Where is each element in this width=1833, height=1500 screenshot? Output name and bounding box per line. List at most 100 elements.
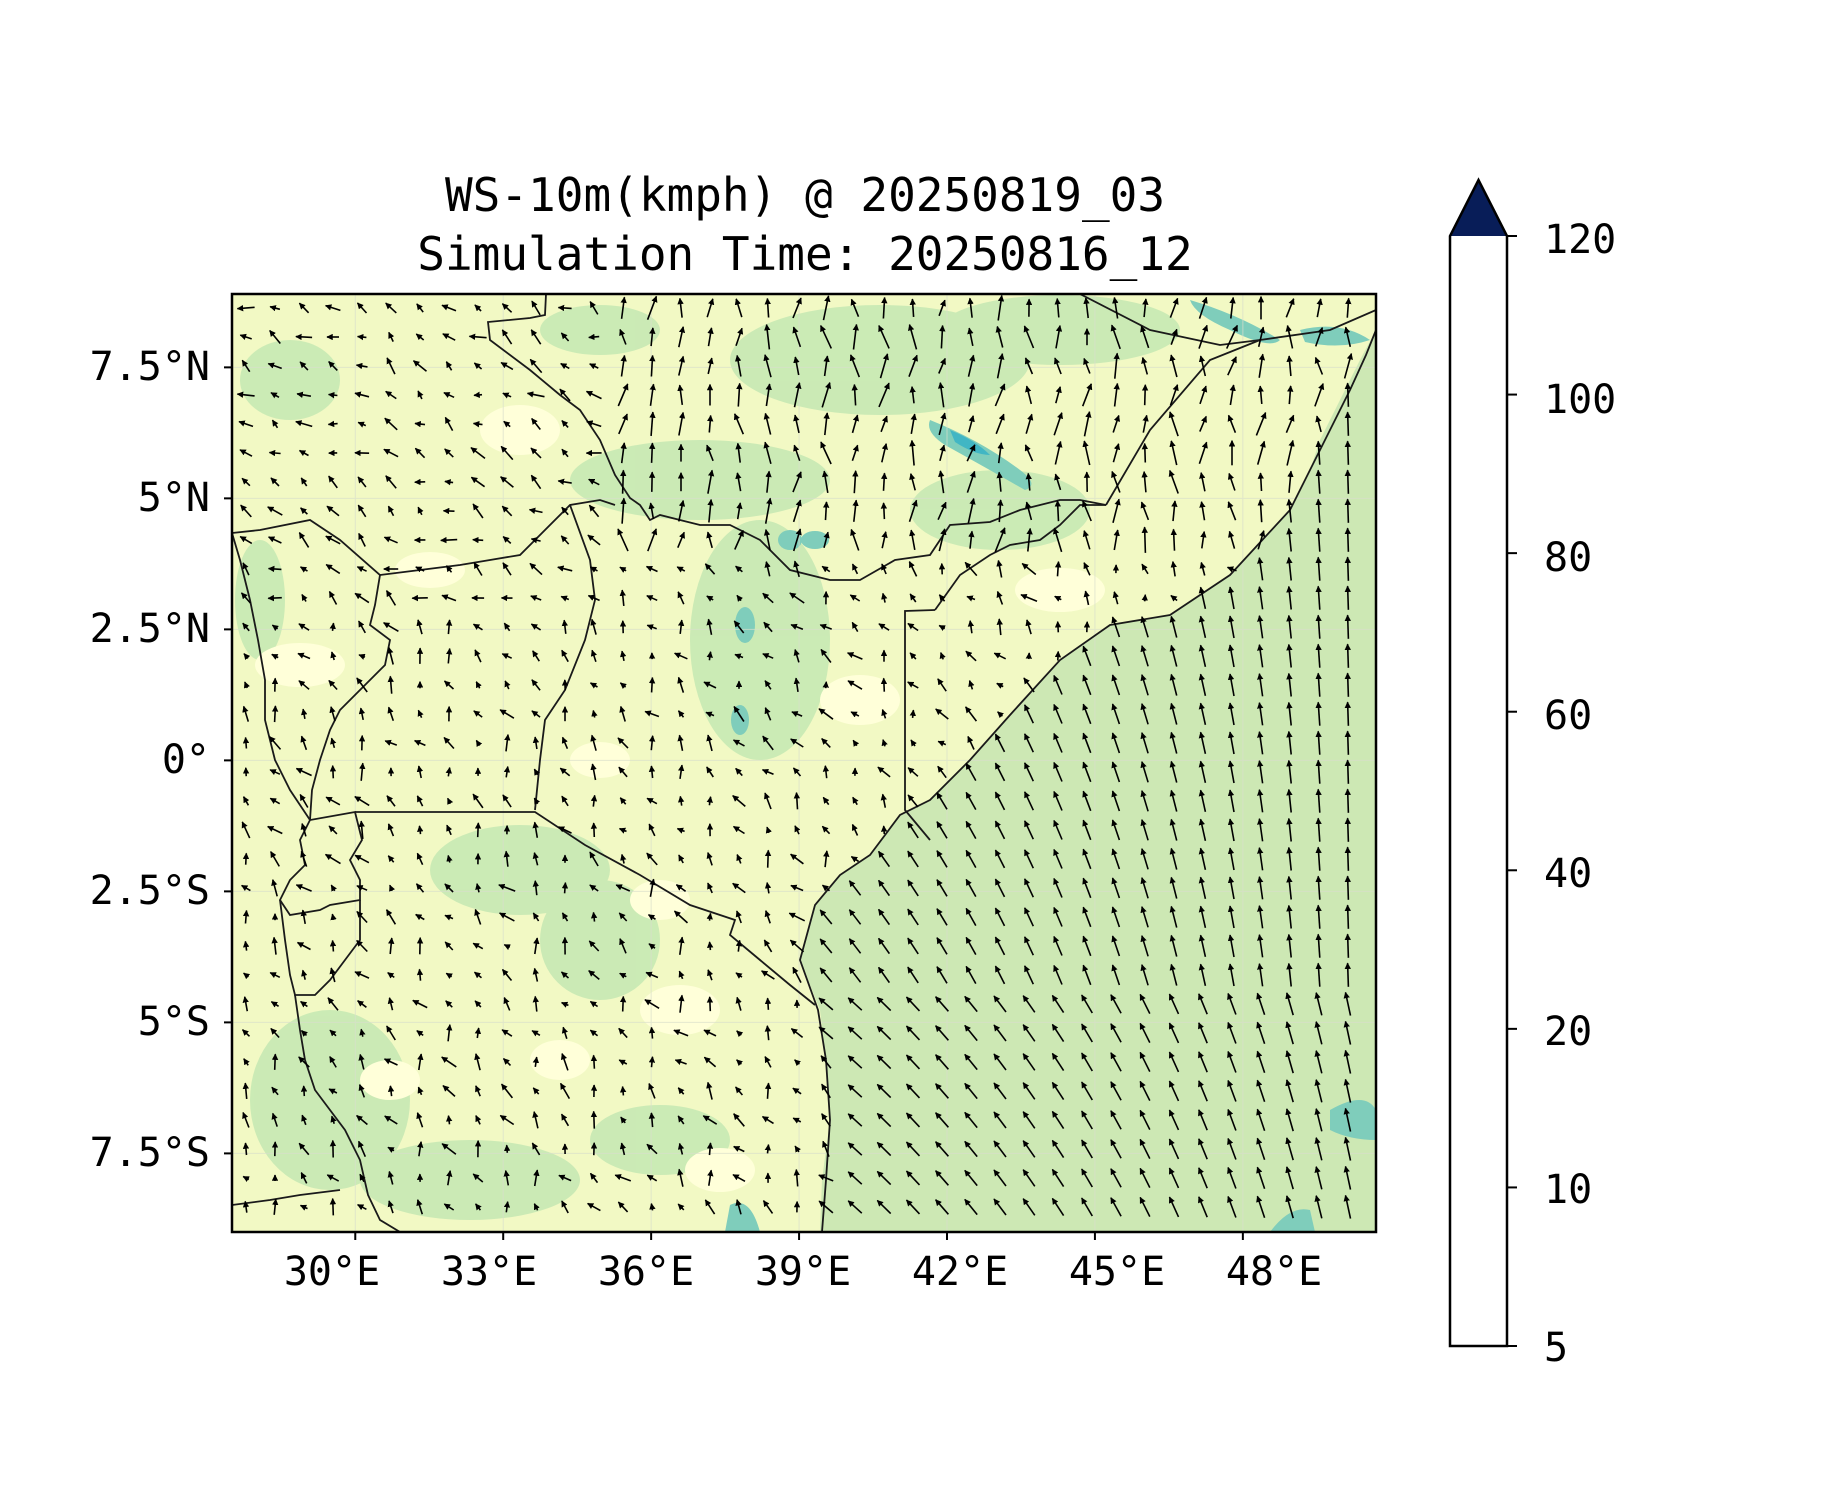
wind-arrow [1082,761,1092,783]
wind-arrow [590,822,598,838]
wind-arrow [677,734,684,751]
wind-arrow [503,420,511,428]
wind-arrow [271,705,279,723]
wind-arrow [1083,590,1090,606]
wind-arrow [765,383,772,407]
wind-arrow [905,1141,921,1157]
wind-arrow [1225,324,1239,349]
wind-arrow [934,1083,950,1099]
wind-arrow [764,881,772,894]
wind-arrow [501,329,513,345]
border-ethiopia-somalia [1105,339,1261,506]
wind-arrow [1141,384,1149,406]
wind-arrow [532,1111,539,1129]
wind-arrow [732,794,746,808]
wind-arrow [1344,643,1351,668]
wind-arrow [267,362,282,370]
wind-arrow [619,682,627,690]
wind-arrow [849,354,861,378]
wind-arrow [557,304,572,312]
wind-arrow [1140,819,1149,841]
wind-arrow [790,1027,804,1039]
wind-arrow [964,1053,978,1071]
wind-arrow [1344,672,1351,697]
wind-arrow [822,681,829,689]
wind-arrow [851,823,859,836]
wind-arrow [1286,933,1293,958]
wind-arrow [907,681,919,689]
wind-arrow [706,912,713,921]
wind-arrow [1023,878,1035,898]
wind-arrow [880,472,888,491]
wind-arrow [1286,701,1293,726]
wind-arrow [1023,849,1035,869]
wind-arrow [1315,415,1322,433]
wind-arrow [240,504,252,518]
wind-arrow [1227,876,1235,900]
wind-arrow [415,566,425,573]
wind-arrow [1315,933,1322,958]
wind-arrow [994,965,1006,985]
wind-arrow [1257,326,1266,347]
wind-arrow [416,303,424,313]
wind-arrow [356,333,367,341]
wind-arrow [619,566,627,573]
lon-label-42E: 42°E [911,1249,1009,1295]
wind-arrow [1257,530,1266,550]
wind-arrow [1255,412,1267,436]
wind-arrow [761,1115,774,1125]
wind-arrow [964,706,978,722]
wind-arrow [877,879,891,897]
wind-arrow [1286,788,1293,813]
wind-arrow [417,390,424,400]
wind-arrow [414,420,426,428]
wind-arrow [997,711,1005,719]
wind-arrow [1053,964,1063,985]
wind-arrow [649,354,656,377]
wind-arrow [298,302,310,314]
wind-arrow [1111,732,1121,754]
wind-arrow [736,594,744,602]
wind-arrow [1111,616,1121,638]
wind-arrow [822,796,830,806]
wind-arrow [474,1000,482,1008]
wind-arrow [649,383,656,406]
wind-arrow [1344,933,1351,958]
wind-arrow [821,565,831,573]
wind-arrow [994,878,1006,898]
lon-label-48E: 48°E [1225,1249,1323,1295]
wind-arrow [533,768,541,776]
wind-arrow [793,444,801,462]
wind-arrow [881,708,888,719]
wind-arrow [764,497,773,524]
wind-arrow [1111,935,1121,957]
wind-arrow [388,331,395,342]
wind-arrow [269,329,281,345]
wind-arrow [358,1083,366,1098]
wind-arrow [297,652,311,660]
wind-arrow [1082,674,1092,696]
wind-arrow [242,622,250,632]
wind-arrow [793,648,800,663]
wind-arrow [707,969,714,981]
wind-arrow [1081,1052,1093,1072]
map-plot-area [232,294,1376,1232]
wind-arrow [707,469,715,494]
wind-arrow [328,825,338,835]
wind-arrow [852,739,860,747]
wind-arrow [1141,526,1148,553]
wind-arrow [966,444,976,462]
wind-arrow [532,736,540,750]
wind-arrow [1315,846,1322,871]
wind-arrow [296,941,311,951]
wind-arrow [472,536,484,544]
wind-arrow [964,1024,978,1042]
wind-arrow [676,566,686,573]
wind-arrow [965,878,977,897]
wind-arrow [935,708,949,720]
wind-arrow [1054,440,1063,465]
wind-arrow [993,1082,1007,1100]
wind-arrow [356,1114,368,1126]
wind-arrow [852,323,859,350]
wind-arrow [444,883,454,893]
